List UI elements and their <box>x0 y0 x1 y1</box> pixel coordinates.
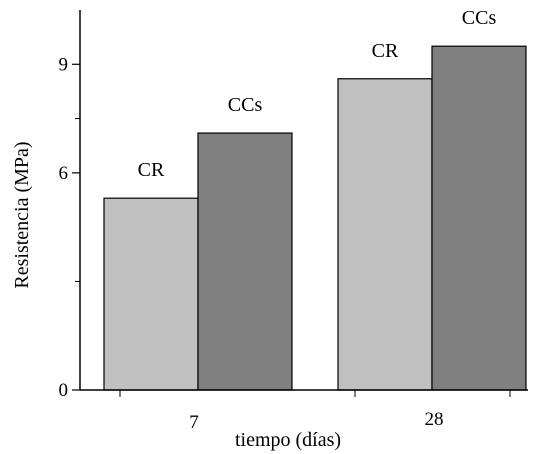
y-tick-label-0: 0 <box>59 380 69 401</box>
y-tick-label-9: 9 <box>59 54 69 75</box>
axes-group <box>79 10 528 391</box>
x-ticks-group: 7 28 <box>119 390 511 433</box>
bar-ccs-28 <box>431 45 527 391</box>
bar-label-cr-28: CR <box>372 40 399 62</box>
y-tick-label-6: 6 <box>59 163 69 184</box>
bar-label-ccs-28: CCs <box>462 7 497 29</box>
bar-labels-group: CR CCs CR CCs <box>138 7 497 181</box>
y-axis-title: Resistencia (MPa) <box>11 141 33 288</box>
bar-label-ccs-7: CCs <box>228 94 263 116</box>
bar-ccs-7 <box>197 132 293 391</box>
y-ticks-group: 0 6 9 <box>59 54 80 401</box>
bars-group <box>103 45 527 391</box>
x-axis-title: tiempo (días) <box>235 429 341 451</box>
bar-cr-28 <box>337 78 433 391</box>
x-tick-label-28: 28 <box>425 409 444 430</box>
bar-label-cr-7: CR <box>138 159 165 181</box>
x-tick-label-7: 7 <box>189 412 199 433</box>
bar-cr-7 <box>103 197 199 391</box>
